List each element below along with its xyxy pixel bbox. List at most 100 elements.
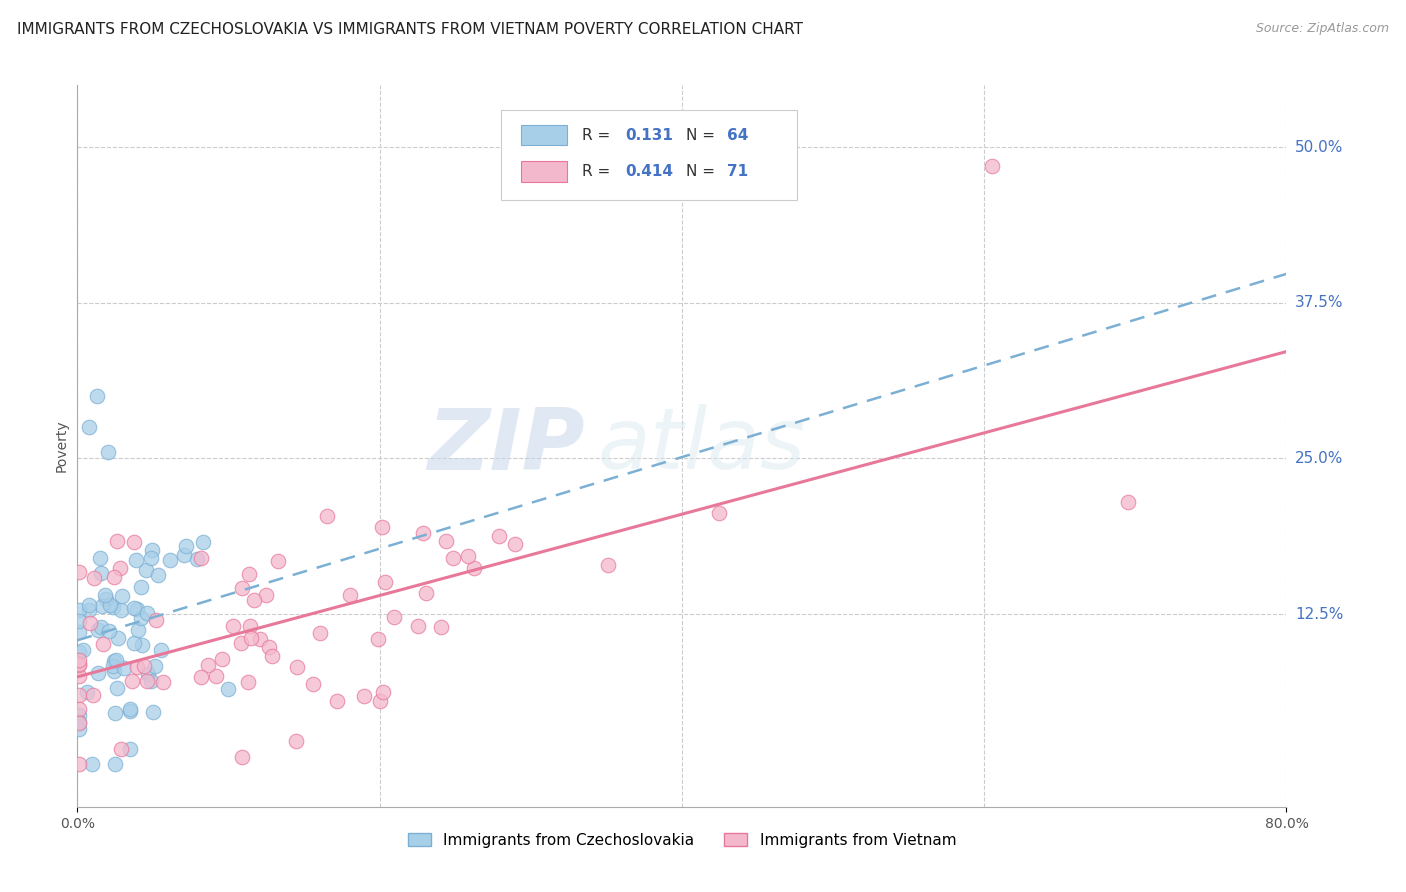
Legend: Immigrants from Czechoslovakia, Immigrants from Vietnam: Immigrants from Czechoslovakia, Immigran… (402, 827, 962, 854)
Point (463, 560, 485, 574)
Point (67, 625, 90, 640)
Text: IMMIGRANTS FROM CZECHOSLOVAKIA VS IMMIGRANTS FROM VIETNAM POVERTY CORRELATION CH: IMMIGRANTS FROM CZECHOSLOVAKIA VS IMMIGR… (17, 22, 803, 37)
Point (103, 599, 125, 614)
Point (353, 689, 375, 703)
Point (136, 667, 159, 681)
Point (406, 618, 429, 632)
Point (89, 551, 111, 566)
Point (122, 601, 145, 615)
Point (91, 637, 114, 651)
Point (110, 602, 132, 616)
Text: ZIP: ZIP (427, 404, 585, 488)
Point (101, 659, 124, 673)
Point (82, 688, 104, 702)
Point (67, 688, 90, 702)
Point (143, 658, 166, 673)
Point (173, 548, 195, 562)
Point (145, 613, 167, 627)
Text: 50.0%: 50.0% (1295, 139, 1343, 154)
Point (236, 675, 259, 690)
Point (96, 445, 118, 459)
Point (457, 549, 479, 563)
Point (302, 677, 325, 691)
Point (191, 535, 214, 549)
Point (90, 566, 112, 580)
Point (141, 543, 163, 558)
Point (339, 588, 361, 602)
Point (77, 598, 100, 612)
Point (596, 558, 619, 573)
Point (91, 599, 114, 613)
Point (149, 643, 172, 657)
Point (67, 702, 90, 716)
Text: 64: 64 (727, 128, 748, 143)
Point (124, 535, 146, 549)
Point (104, 706, 127, 721)
Point (87, 624, 110, 638)
Point (190, 551, 212, 566)
Text: Source: ZipAtlas.com: Source: ZipAtlas.com (1256, 22, 1389, 36)
Point (94, 588, 117, 602)
Point (231, 581, 253, 595)
Point (94, 591, 117, 606)
Point (67, 615, 90, 629)
Point (367, 632, 389, 647)
Bar (522, 161, 567, 182)
Point (87, 665, 110, 680)
Bar (522, 125, 567, 145)
Text: 71: 71 (727, 164, 748, 179)
Point (67, 565, 90, 579)
Point (382, 610, 405, 624)
Point (231, 750, 253, 764)
Text: R =: R = (582, 164, 614, 179)
Point (79, 420, 101, 434)
Point (107, 631, 129, 645)
Point (67, 714, 90, 729)
Point (211, 652, 233, 666)
Point (430, 620, 453, 634)
Point (159, 553, 181, 567)
Point (371, 520, 394, 534)
Point (129, 580, 152, 594)
Point (316, 509, 339, 524)
Point (136, 606, 159, 620)
Point (112, 661, 135, 675)
Point (67, 652, 90, 666)
Point (254, 589, 277, 603)
Point (434, 533, 457, 548)
Y-axis label: Poverty: Poverty (55, 420, 69, 472)
Point (105, 534, 128, 549)
Point (103, 570, 125, 584)
Point (186, 552, 208, 566)
Point (174, 539, 197, 553)
Point (326, 694, 349, 708)
Point (127, 624, 149, 638)
Point (67, 657, 90, 671)
Point (217, 682, 239, 697)
Point (239, 632, 262, 646)
Point (980, 159, 1002, 173)
Point (503, 536, 526, 550)
Point (266, 554, 288, 568)
Point (79, 615, 101, 630)
Point (72, 643, 94, 657)
Point (77, 603, 100, 617)
Point (221, 619, 243, 633)
Point (125, 553, 148, 567)
Point (135, 563, 157, 577)
Point (124, 636, 146, 650)
Point (111, 589, 134, 603)
Point (415, 586, 437, 600)
Point (103, 654, 125, 668)
Point (707, 506, 730, 520)
Point (257, 640, 280, 654)
Point (238, 567, 260, 582)
Point (104, 756, 127, 771)
Point (139, 674, 162, 689)
Point (309, 626, 332, 640)
Point (121, 674, 143, 689)
Point (110, 561, 132, 575)
Point (412, 525, 434, 540)
Point (90, 620, 112, 634)
Point (239, 618, 262, 632)
